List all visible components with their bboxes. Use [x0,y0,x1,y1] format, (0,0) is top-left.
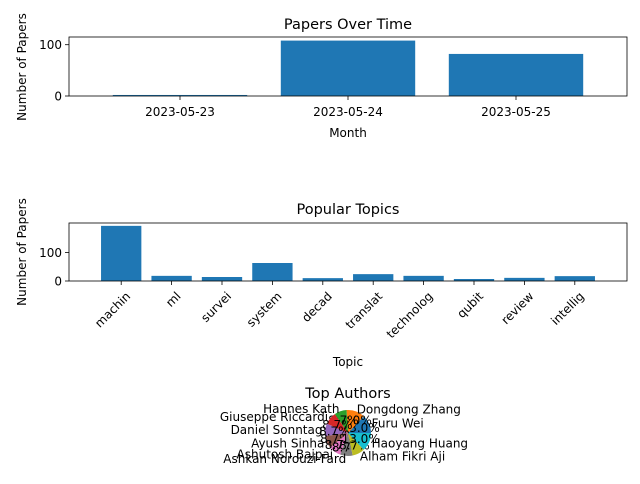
bar-qubit [453,279,495,281]
pie-label: Ayush Sinha [251,437,324,451]
pie-slice [340,433,353,456]
x-tick-label: review [498,289,536,327]
pie-label: Ashkan Norouzi-Fard [223,452,346,466]
y-tick-label: 100 [39,38,62,52]
x-tick-label: ml [163,289,184,310]
pie-slice [326,414,348,433]
pie-label: Haoyang Huang [372,437,468,451]
x-tick-label: 2023-05-24 [313,105,383,119]
pie-slice [348,416,371,433]
pie-label: Dongdong Zhang [357,402,461,416]
pie-slice [325,433,348,448]
x-tick-label: system [244,289,285,330]
x-tick-label: intellig [548,289,587,328]
bar-machin [101,225,142,281]
axes-frame [68,222,628,282]
y-tick-label: 0 [54,275,62,289]
bar-2023-05-25 [448,53,584,96]
x-tick-label: survei [198,289,234,325]
pie-slice [346,410,364,433]
bar-ml [151,275,192,281]
x-tick-label: translat [343,289,386,332]
y-tick-label: 100 [39,246,62,260]
chart2-ylabel: Number of Papers [15,198,29,306]
bar-2023-05-23 [112,94,248,96]
chart1-title: Papers Over Time [284,17,412,33]
chart2-xlabel: Topic [332,355,363,369]
pie-percent: 13.0% [342,432,380,446]
bar-review [504,277,545,281]
bar-intellig [554,276,595,281]
bar-decad [302,278,343,281]
pie-label: Hannes Kath [263,402,339,416]
pie-slice [348,433,364,456]
x-tick-label: decad [299,289,335,325]
pie-slice [348,433,371,450]
y-tick-label: 0 [54,90,62,104]
bar-survei [201,277,243,281]
pie-label: Furu Wei [372,416,424,430]
pie-label: Alham Fikri Aji [360,449,445,463]
bar-technolog [403,275,444,281]
axes-frame [68,36,628,97]
pie-slice [330,433,348,455]
x-tick-label: technolog [384,289,436,341]
pie-label: Daniel Sonntag [231,423,323,437]
x-tick-label: 2023-05-25 [481,105,551,119]
pie-slice [334,410,348,433]
x-tick-label: qubit [454,289,486,321]
pie-label: Giuseppe Riccardi [220,410,328,424]
x-tick-label: 2023-05-23 [145,105,215,119]
pie-slice [324,423,348,437]
chart1-xlabel: Month [329,126,367,140]
chart3-title: Top Authors [304,386,390,402]
popular-topics-chart: Popular Topics Number of Papers Topic ma… [15,198,628,369]
bar-system [252,263,293,281]
pie-label: Ashutosh Bajpai [237,448,334,462]
chart1-ylabel: Number of Papers [15,13,29,121]
chart2-title: Popular Topics [296,202,399,218]
papers-over-time-chart: Papers Over Time Number of Papers Month … [15,13,628,140]
bar-translat [353,274,394,281]
bar-2023-05-24 [280,40,416,96]
x-tick-label: machin [92,289,133,330]
